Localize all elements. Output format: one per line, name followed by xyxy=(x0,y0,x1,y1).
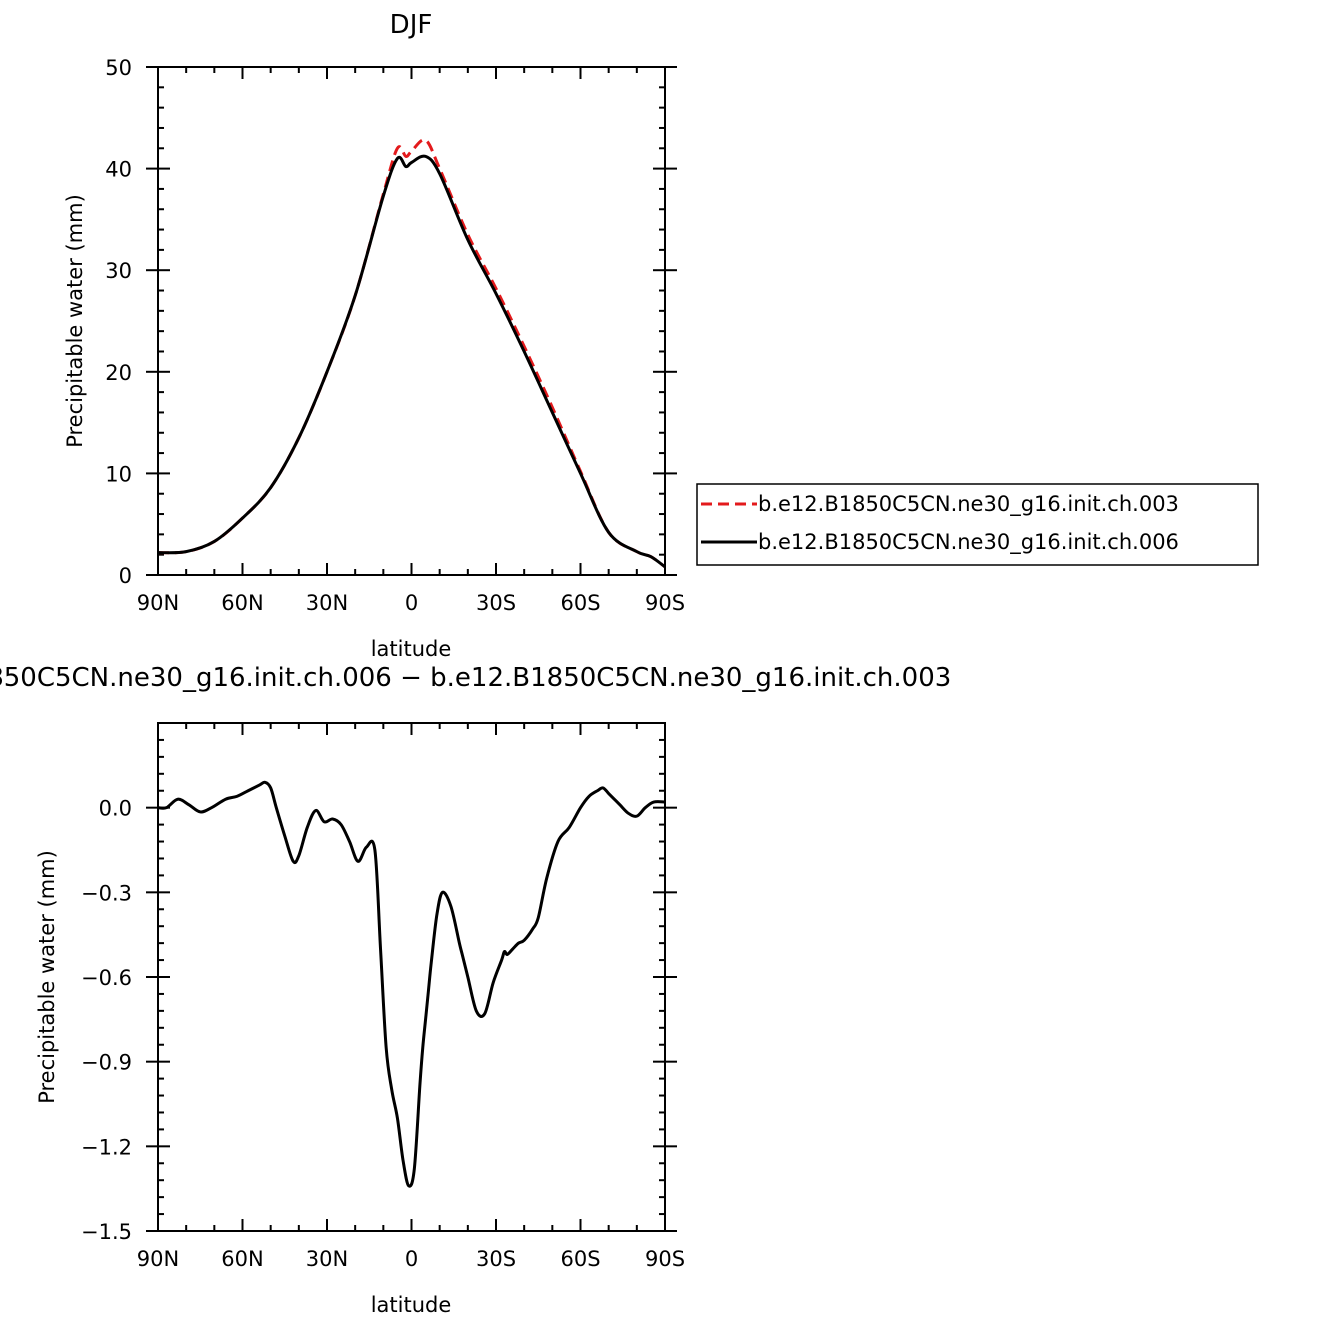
series-group xyxy=(157,780,666,1188)
x-axis-title: latitude xyxy=(371,637,452,661)
x-tick-label: 60N xyxy=(221,1247,263,1271)
tick-labels: 90N 60N 30N 0 30S 60S 90S 0.0 −0.3 −0.6 −0.9 −1.2 −1… xyxy=(81,797,685,1271)
y-tick-label: 20 xyxy=(105,361,132,385)
series-group xyxy=(157,138,666,569)
y-tick-label: 50 xyxy=(105,56,132,80)
x-tick-label: 90S xyxy=(645,591,685,615)
chart-title: b.e12.B1850C5CN.ne30_g16.init.ch.006 − b… xyxy=(0,663,951,693)
y-tick-label: −0.9 xyxy=(81,1051,132,1075)
x-tick-label: 60S xyxy=(560,591,600,615)
precipitable-water-line-chart: DJF 90N 60N 30N 0 30S 60S 90S 0 10 20 30 40 50 latit… xyxy=(63,10,685,661)
plot-frame xyxy=(157,66,666,576)
series-line-1 xyxy=(157,154,666,569)
x-tick-label: 30N xyxy=(306,591,348,615)
x-tick-label: 0 xyxy=(405,591,418,615)
x-tick-label: 60S xyxy=(560,1247,600,1271)
y-tick-label: −1.2 xyxy=(81,1135,132,1159)
x-axis-title: latitude xyxy=(371,1293,452,1317)
legend: b.e12.B1850C5CN.ne30_g16.init.ch.003 b.e… xyxy=(696,483,1259,566)
y-axis-title: Precipitable water (mm) xyxy=(35,850,59,1104)
y-tick-label: 30 xyxy=(105,259,132,283)
x-tick-label: 90N xyxy=(137,1247,179,1271)
y-tick-label: −0.3 xyxy=(81,881,132,905)
x-tick-label: 90N xyxy=(137,591,179,615)
x-tick-label: 90S xyxy=(645,1247,685,1271)
x-tick-label: 30S xyxy=(476,1247,516,1271)
series-line-0 xyxy=(157,780,666,1188)
plot-frame xyxy=(157,722,666,1232)
y-tick-label: 10 xyxy=(105,462,132,486)
x-tick-label: 30N xyxy=(306,1247,348,1271)
x-tick-label: 60N xyxy=(221,591,263,615)
y-tick-label: 40 xyxy=(105,158,132,182)
x-tick-label: 0 xyxy=(405,1247,418,1271)
legend-label-006: b.e12.B1850C5CN.ne30_g16.init.ch.006 xyxy=(758,530,1179,555)
legend-label-003: b.e12.B1850C5CN.ne30_g16.init.ch.003 xyxy=(758,492,1179,517)
series-line-0 xyxy=(157,138,666,569)
axis-ticks xyxy=(146,66,677,576)
y-tick-label: 0.0 xyxy=(99,797,132,821)
tick-labels: 90N 60N 30N 0 30S 60S 90S 0 10 20 30 40 50 xyxy=(105,56,685,615)
y-axis-title: Precipitable water (mm) xyxy=(63,194,87,448)
y-tick-label: −1.5 xyxy=(81,1220,132,1244)
precipitable-water-difference-chart: b.e12.B1850C5CN.ne30_g16.init.ch.006 − b… xyxy=(0,663,951,1317)
x-tick-label: 30S xyxy=(476,591,516,615)
y-tick-label: 0 xyxy=(119,564,132,588)
legend-box xyxy=(696,483,1259,566)
y-tick-label: −0.6 xyxy=(81,966,132,990)
chart-title: DJF xyxy=(390,10,433,40)
